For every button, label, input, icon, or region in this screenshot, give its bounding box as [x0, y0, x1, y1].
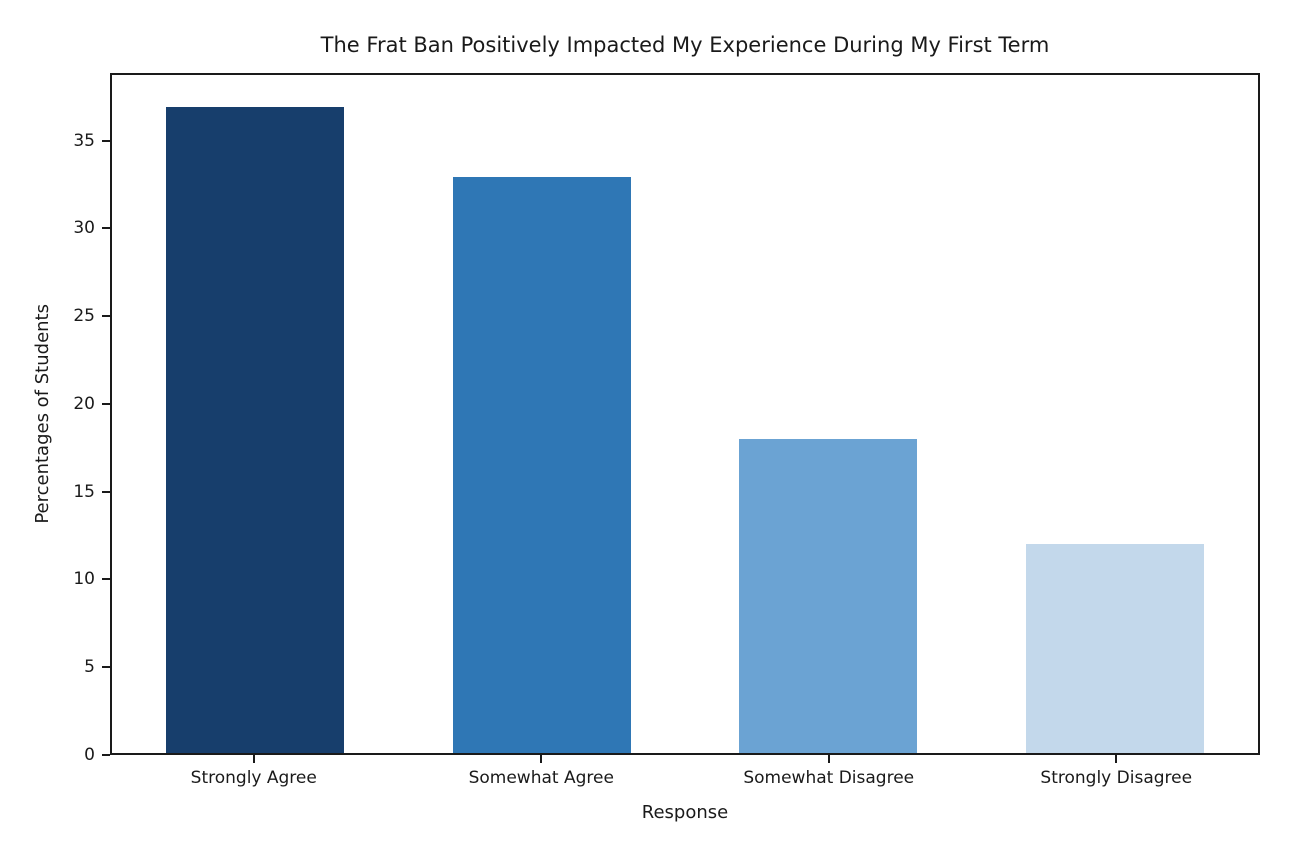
- x-tick-label: Strongly Disagree: [1040, 768, 1193, 788]
- x-tick-strongly-disagree: Strongly Disagree: [973, 755, 1261, 788]
- bar-strongly-agree: [166, 107, 345, 753]
- bar-strongly-disagree: [1025, 543, 1204, 753]
- bar-somewhat-disagree: [739, 438, 918, 753]
- y-tick-15: 15: [73, 482, 110, 502]
- bar-slot-somewhat-agree: [399, 75, 686, 753]
- bar-slot-strongly-disagree: [972, 75, 1259, 753]
- x-axis: Strongly Agree Somewhat Agree Somewhat Dis…: [110, 755, 1260, 788]
- y-tick-label: 0: [84, 745, 95, 765]
- x-tick-mark: [540, 755, 543, 763]
- y-tick-mark: [102, 490, 110, 493]
- y-tick-label: 5: [84, 657, 95, 678]
- x-tick-mark: [252, 755, 255, 763]
- x-tick-label: Strongly Agree: [190, 768, 317, 788]
- y-tick-mark: [102, 402, 110, 405]
- y-tick-25: 25: [73, 306, 110, 326]
- y-tick-label: 10: [73, 569, 95, 590]
- x-tick-mark: [1115, 755, 1118, 763]
- y-tick-mark: [102, 666, 110, 669]
- y-tick-label: 25: [73, 306, 95, 327]
- y-tick-mark: [102, 578, 110, 581]
- y-tick-30: 30: [73, 218, 110, 238]
- bar-slot-somewhat-disagree: [685, 75, 972, 753]
- chart-title: The Frat Ban Positively Impacted My Expe…: [320, 33, 1050, 57]
- y-tick-mark: [102, 754, 110, 756]
- x-axis-label: Response: [641, 802, 729, 823]
- y-tick-mark: [102, 139, 110, 142]
- y-tick-label: 15: [73, 481, 95, 502]
- y-tick-mark: [102, 315, 110, 318]
- y-axis: 0 5 10 15 20 25 30 35: [0, 73, 110, 765]
- bar-slot-strongly-agree: [112, 75, 399, 753]
- x-tick-somewhat-disagree: Somewhat Disagree: [685, 755, 973, 788]
- bar-somewhat-agree: [452, 177, 631, 753]
- y-tick-label: 35: [73, 130, 95, 151]
- y-tick-35: 35: [73, 131, 110, 151]
- x-tick-label: Somewhat Agree: [468, 768, 614, 788]
- bars-container: [112, 75, 1258, 753]
- x-tick-somewhat-agree: Somewhat Agree: [398, 755, 686, 788]
- x-tick-mark: [827, 755, 830, 763]
- x-tick-strongly-agree: Strongly Agree: [110, 755, 398, 788]
- plot-area: [110, 73, 1260, 755]
- y-tick-mark: [102, 227, 110, 230]
- y-tick-10: 10: [73, 569, 110, 589]
- y-tick-label: 20: [73, 393, 95, 414]
- y-tick-5: 5: [84, 657, 110, 677]
- y-tick-0: 0: [84, 745, 110, 765]
- y-tick-label: 30: [73, 218, 95, 239]
- y-tick-20: 20: [73, 394, 110, 414]
- x-tick-label: Somewhat Disagree: [743, 768, 915, 788]
